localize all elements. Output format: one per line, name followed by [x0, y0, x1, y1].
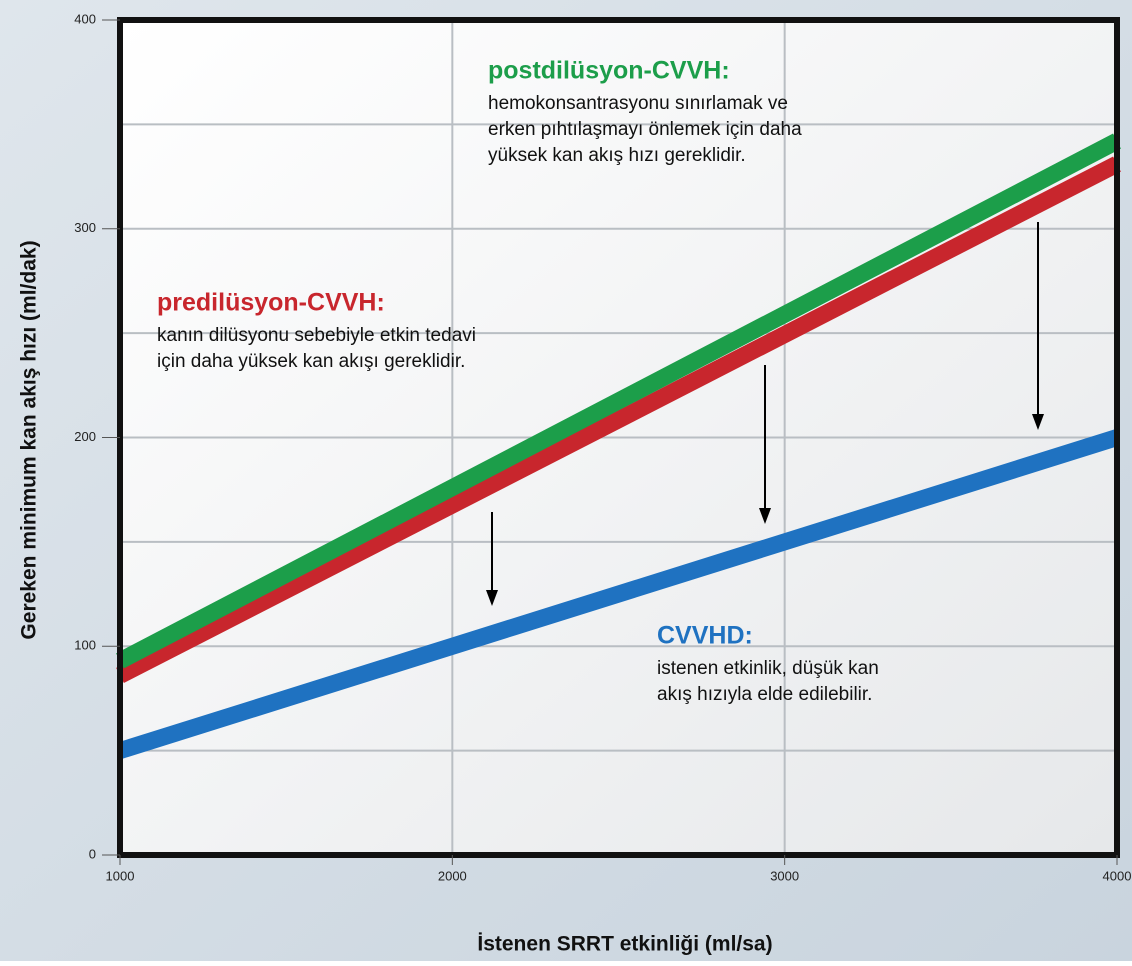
annotation-title: CVVHD: — [657, 622, 753, 650]
y-tick-label: 400 — [74, 11, 96, 26]
y-tick-label: 300 — [74, 220, 96, 235]
series-line — [117, 429, 1120, 759]
y-axis-title: Gereken minimum kan akış hızı (ml/dak) — [18, 240, 41, 639]
annotation-text: istenen etkinlik, düşük kan — [657, 658, 879, 679]
x-tick-label: 3000 — [770, 868, 799, 883]
series-line — [116, 156, 1121, 684]
annotation-text: kanın dilüsyonu sebebiyle etkin tedavi — [157, 325, 476, 346]
annotation-title: postdilüsyon-CVVH: — [488, 57, 730, 85]
series-line — [116, 133, 1121, 669]
annotation-title: predilüsyon-CVVH: — [157, 289, 385, 317]
annotation-text: için daha yüksek kan akışı gereklidir. — [157, 351, 465, 372]
annotation-text: yüksek kan akış hızı gereklidir. — [488, 145, 746, 166]
y-tick-label: 0 — [89, 846, 96, 861]
y-tick-label: 200 — [74, 429, 96, 444]
x-tick-label: 2000 — [438, 868, 467, 883]
x-tick-label: 1000 — [106, 868, 135, 883]
arrowhead — [486, 590, 498, 606]
arrowhead — [1032, 414, 1044, 430]
x-tick-label: 4000 — [1103, 868, 1132, 883]
arrows — [486, 222, 1044, 606]
labels: 0 100 200 300 400 1000 2000 3000 4000 postdilüsyo… — [74, 11, 1131, 883]
annotation-text: akış hızıyla elde edilebilir. — [657, 684, 872, 705]
lines — [116, 133, 1121, 759]
arrowhead — [759, 508, 771, 524]
y-tick-label: 100 — [74, 638, 96, 653]
x-axis-title: İstenen SRRT etkinliği (ml/sa) — [477, 933, 772, 956]
annotation-text: hemokonsantrasyonu sınırlamak ve — [488, 93, 788, 114]
annotation-text: erken pıhtılaşmayı önlemek için daha — [488, 119, 802, 140]
